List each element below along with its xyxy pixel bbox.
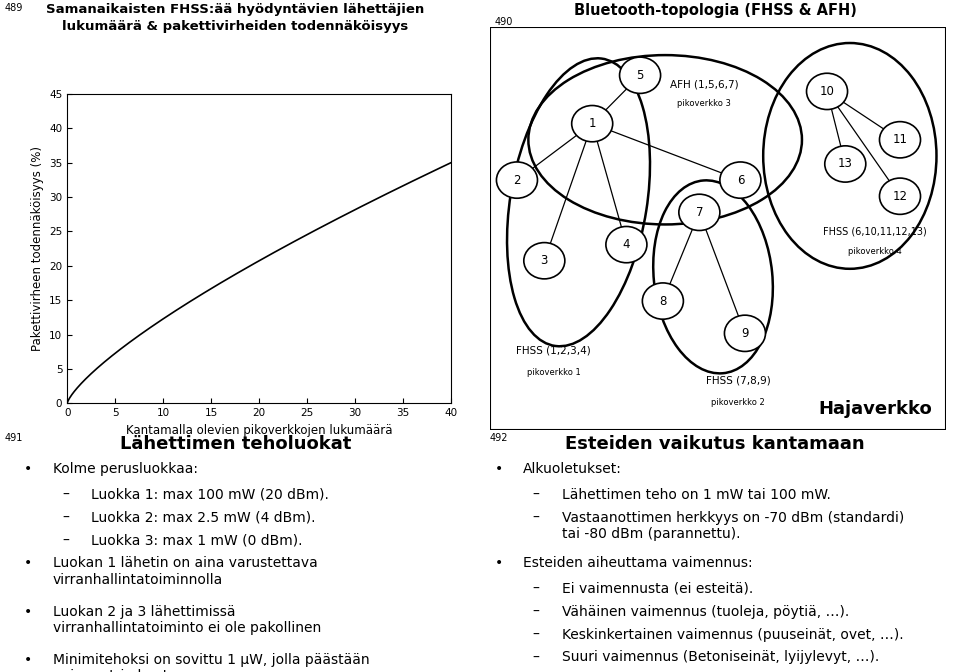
Text: Samanaikaisten FHSS:ää hyödyntävien lähettäjien: Samanaikaisten FHSS:ää hyödyntävien lähe… (46, 3, 424, 16)
Text: 3: 3 (540, 254, 548, 267)
Text: –: – (62, 511, 69, 525)
Text: •: • (494, 556, 503, 571)
Text: 4: 4 (623, 238, 630, 251)
Text: •: • (24, 556, 33, 571)
Text: Luokka 2: max 2.5 mW (4 dBm).: Luokka 2: max 2.5 mW (4 dBm). (91, 511, 316, 525)
Y-axis label: Pakettivirheen todennäköisyys (%): Pakettivirheen todennäköisyys (%) (31, 146, 43, 351)
Text: pikoverkko 4: pikoverkko 4 (848, 247, 901, 255)
Text: Lähettimen teholuokat: Lähettimen teholuokat (119, 435, 351, 454)
Text: 12: 12 (893, 190, 907, 203)
Text: –: – (533, 605, 540, 619)
Text: Luokka 3: max 1 mW (0 dBm).: Luokka 3: max 1 mW (0 dBm). (91, 534, 302, 548)
Text: 13: 13 (838, 157, 852, 171)
Text: Minimitehoksi on sovittu 1 µW, jolla päästään
noin metrin kantamaan: Minimitehoksi on sovittu 1 µW, jolla pää… (53, 653, 370, 672)
Circle shape (720, 162, 761, 198)
Circle shape (879, 178, 921, 214)
Text: 2: 2 (514, 173, 520, 187)
Text: 11: 11 (893, 133, 907, 146)
Text: Esteiden vaikutus kantamaan: Esteiden vaikutus kantamaan (565, 435, 865, 454)
Text: 5: 5 (636, 69, 644, 82)
Text: •: • (24, 653, 33, 667)
Text: Ei vaimennusta (ei esteitä).: Ei vaimennusta (ei esteitä). (562, 582, 753, 596)
Text: –: – (62, 488, 69, 502)
Text: –: – (62, 534, 69, 548)
Text: 10: 10 (820, 85, 834, 98)
Text: Alkuoletukset:: Alkuoletukset: (523, 462, 622, 476)
Circle shape (725, 315, 765, 351)
Text: pikoverkko 2: pikoverkko 2 (711, 398, 765, 407)
Circle shape (619, 57, 660, 93)
Text: FHSS (7,8,9): FHSS (7,8,9) (706, 376, 771, 386)
Text: AFH (1,5,6,7): AFH (1,5,6,7) (670, 79, 738, 89)
Circle shape (806, 73, 848, 110)
Text: 492: 492 (490, 433, 508, 444)
Circle shape (606, 226, 647, 263)
Text: •: • (24, 462, 33, 476)
Text: Luokka 1: max 100 mW (20 dBm).: Luokka 1: max 100 mW (20 dBm). (91, 488, 329, 502)
Text: –: – (533, 628, 540, 642)
Text: –: – (533, 488, 540, 502)
Circle shape (679, 194, 720, 230)
Text: Vähäinen vaimennus (tuoleja, pöytiä, …).: Vähäinen vaimennus (tuoleja, pöytiä, …). (562, 605, 849, 619)
Text: FHSS (6,10,11,12,13): FHSS (6,10,11,12,13) (823, 226, 926, 237)
Text: Bluetooth-topologia (FHSS & AFH): Bluetooth-topologia (FHSS & AFH) (574, 3, 856, 18)
Text: 490: 490 (494, 17, 513, 27)
Text: Suuri vaimennus (Betoniseinät, lyijylevyt, …).: Suuri vaimennus (Betoniseinät, lyijylevy… (562, 650, 878, 665)
Text: pikoverkko 3: pikoverkko 3 (677, 99, 731, 108)
Text: FHSS (1,2,3,4): FHSS (1,2,3,4) (516, 345, 590, 355)
Text: Keskinkertainen vaimennus (puuseinät, ovet, …).: Keskinkertainen vaimennus (puuseinät, ov… (562, 628, 903, 642)
Text: Luokan 1 lähetin on aina varustettava
virranhallintatoiminnolla: Luokan 1 lähetin on aina varustettava vi… (53, 556, 318, 587)
Circle shape (572, 106, 612, 142)
Text: 1: 1 (588, 117, 596, 130)
Text: 8: 8 (660, 294, 666, 308)
Circle shape (524, 243, 564, 279)
Text: Lähettimen teho on 1 mW tai 100 mW.: Lähettimen teho on 1 mW tai 100 mW. (562, 488, 830, 502)
Circle shape (496, 162, 538, 198)
Text: 489: 489 (5, 3, 23, 13)
Circle shape (642, 283, 684, 319)
Text: Vastaanottimen herkkyys on -70 dBm (standardi)
tai -80 dBm (parannettu).: Vastaanottimen herkkyys on -70 dBm (stan… (562, 511, 904, 541)
Text: pikoverkko 1: pikoverkko 1 (527, 368, 580, 376)
X-axis label: Kantamalla olevien pikoverkkojen lukumäärä: Kantamalla olevien pikoverkkojen lukumää… (126, 423, 393, 437)
Text: 9: 9 (741, 327, 749, 340)
Text: Esteiden aiheuttama vaimennus:: Esteiden aiheuttama vaimennus: (523, 556, 753, 571)
Text: Hajaverkko: Hajaverkko (818, 400, 932, 418)
Text: –: – (533, 582, 540, 596)
Text: 491: 491 (5, 433, 23, 444)
Circle shape (825, 146, 866, 182)
Text: –: – (533, 511, 540, 525)
Text: •: • (24, 605, 33, 619)
Text: lukumäärä & pakettivirheiden todennäköisyys: lukumäärä & pakettivirheiden todennäköis… (62, 20, 408, 33)
Text: Luokan 2 ja 3 lähettimissä
virranhallintatoiminto ei ole pakollinen: Luokan 2 ja 3 lähettimissä virranhallint… (53, 605, 321, 635)
Text: 6: 6 (736, 173, 744, 187)
Text: Kolme perusluokkaa:: Kolme perusluokkaa: (53, 462, 198, 476)
Text: •: • (494, 462, 503, 476)
Circle shape (879, 122, 921, 158)
Text: –: – (533, 650, 540, 665)
Text: 7: 7 (696, 206, 703, 219)
